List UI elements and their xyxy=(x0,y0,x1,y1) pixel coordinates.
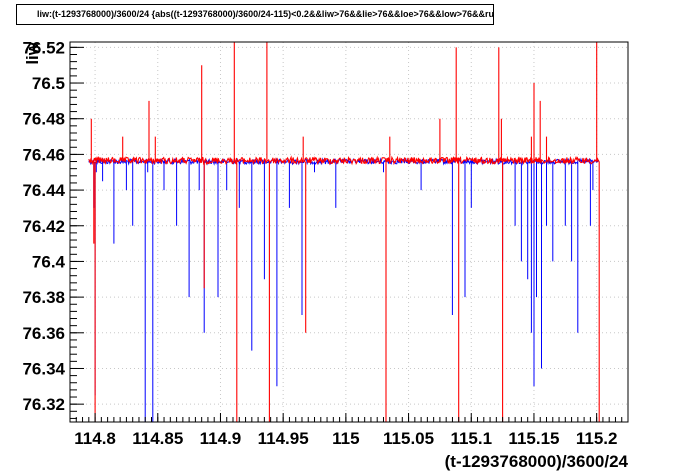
axis-layer: 114.8 114.85 114.9 114.95 115 115.05 115.1 115.… xyxy=(22,38,629,448)
x-tick-label: 114.85 xyxy=(132,429,183,448)
y-tick-label: 76.44 xyxy=(22,181,65,200)
y-axis-title: liw xyxy=(23,41,42,64)
x-tick-label: 115.05 xyxy=(383,429,434,448)
y-tick-label: 76.38 xyxy=(22,288,65,307)
x-tick-label: 115.1 xyxy=(450,429,492,448)
y-tick-label: 76.32 xyxy=(22,395,65,414)
y-tick-label: 76.36 xyxy=(22,324,65,343)
grid-layer xyxy=(70,42,628,422)
y-tick-label: 76.34 xyxy=(22,359,65,378)
series-blue-trace xyxy=(88,157,600,422)
chart-title: liw:(t-1293768000)/3600/24 {abs((t-12937… xyxy=(16,4,494,25)
x-tick-label: 115 xyxy=(332,429,359,448)
y-tick-label: 76.46 xyxy=(22,145,65,164)
y-tick-label: 76.5 xyxy=(32,74,65,93)
y-tick-label: 76.52 xyxy=(22,38,65,57)
x-tick-label: 114.9 xyxy=(200,429,242,448)
series-layer xyxy=(88,42,600,422)
y-tick-label: 76.4 xyxy=(32,252,66,271)
x-tick-label: 114.95 xyxy=(258,429,309,448)
x-tick-label: 114.8 xyxy=(74,429,116,448)
series-red-trace xyxy=(88,42,600,422)
x-tick-label: 115.15 xyxy=(508,429,559,448)
plot-frame xyxy=(69,41,629,423)
y-tick-label: 76.42 xyxy=(22,217,65,236)
x-tick-label: 115.2 xyxy=(576,429,618,448)
y-tick-label: 76.48 xyxy=(22,110,65,129)
x-axis-title: (t-1293768000)/3600/24 xyxy=(445,452,629,471)
